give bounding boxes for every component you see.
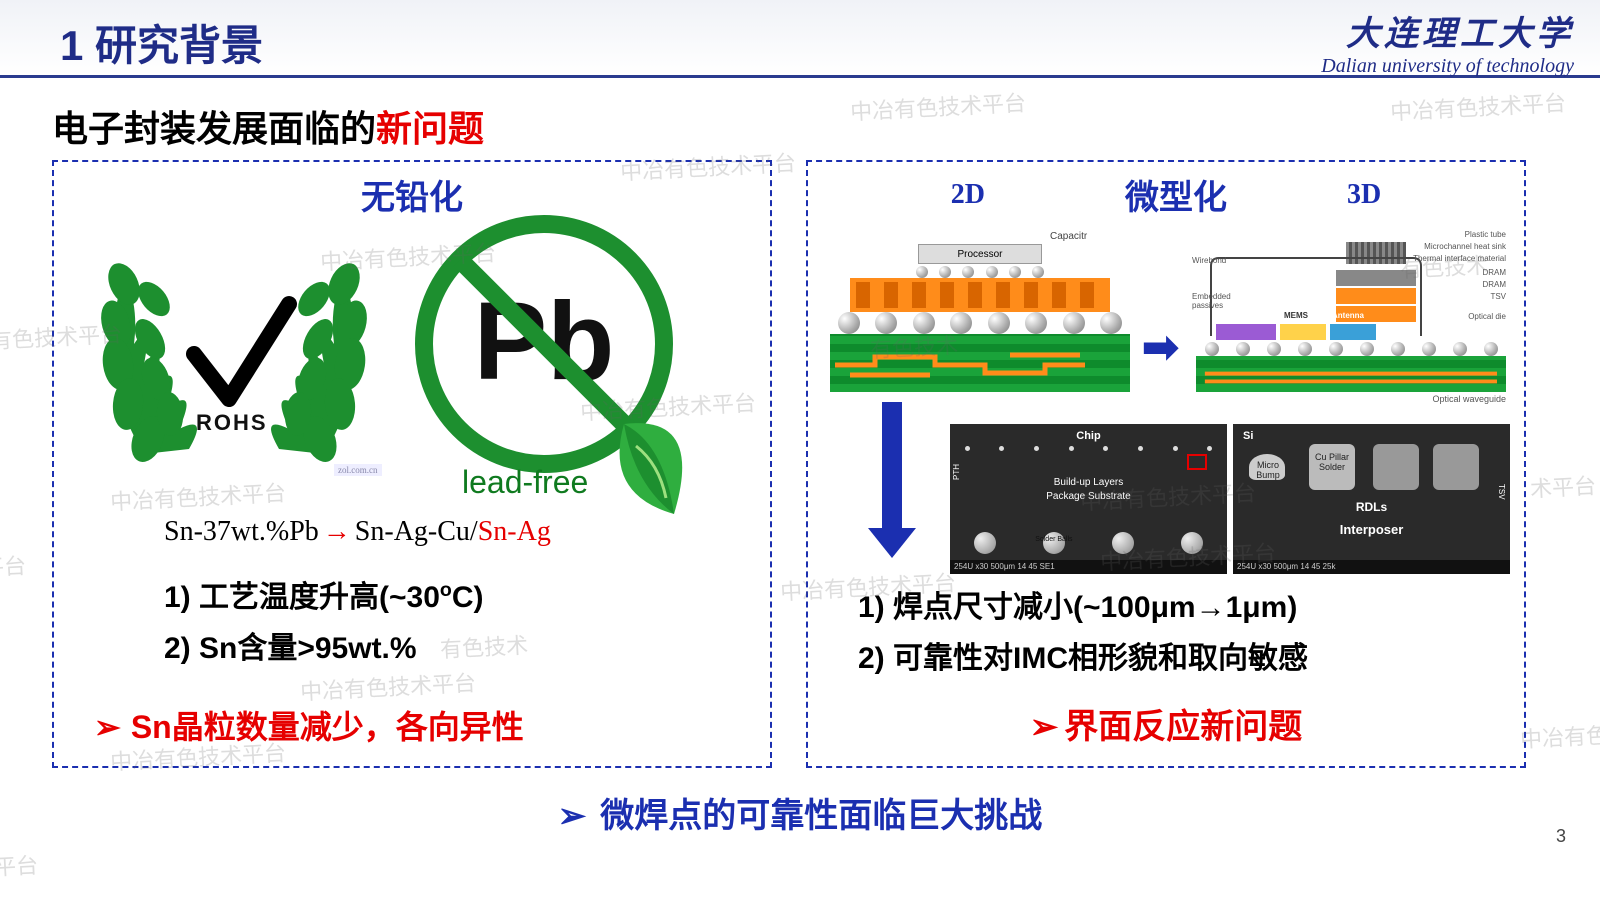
sem1-mid: Build-up Layers Package Substrate: [960, 476, 1217, 504]
page-number: 3: [1556, 826, 1566, 847]
sem2-microbump-lbl: Micro Bump: [1245, 460, 1291, 480]
sem2-interposer: Interposer: [1233, 522, 1510, 537]
formula-before: Sn-37wt.%Pb: [164, 516, 319, 547]
footer-text: 微焊点的可靠性面临巨大挑战: [600, 797, 1042, 835]
sem2-rdl: RDLs: [1233, 500, 1510, 514]
lbl-tim: Thermal interface material: [1413, 254, 1506, 263]
left-conclusion: ➢ Sn晶粒数量减少，各向异性: [94, 702, 524, 748]
university-name-en: Dalian university of technology: [1321, 55, 1574, 78]
sem2-si-label: Si: [1243, 430, 1520, 442]
watermark: 术平台: [0, 548, 27, 583]
sem2-tsv: TSV: [1497, 484, 1506, 500]
arrow-right-icon: ➡: [1142, 322, 1179, 373]
sem-image-1: Chip PTH Build-up Layers Package Substra…: [950, 424, 1227, 574]
sem1-highlight-box: [1187, 454, 1207, 470]
watermark: 中冶有色技术平台: [1389, 85, 1566, 126]
sem1-buildup: Build-up Layers: [960, 476, 1217, 490]
rohs-wreath-icon: [84, 214, 384, 494]
left-graphics: ROHS Pb lead-free zol.com.cn: [84, 214, 744, 514]
leadfree-label: lead-free: [462, 464, 588, 501]
footer-summary: ➢ 微焊点的可靠性面临巨大挑战: [0, 788, 1600, 837]
schematic-2d: Processor Capacitr: [830, 212, 1130, 392]
sem-image-2: Si Micro Bump Cu Pillar Solder TSV RDLs …: [1233, 424, 1510, 574]
right-conclusion: ➢界面反应新问题: [808, 699, 1524, 748]
left-bullets: 1) 工艺温度升高(~30oC) 2) Sn含量>95wt.%: [164, 572, 483, 674]
subtitle-prefix: 电子封装发展面临的: [52, 108, 376, 149]
left-bullet-2: 2) Sn含量>95wt.%: [164, 623, 483, 674]
sem1-ball-label: Solder Balls: [1034, 536, 1074, 543]
label-3d: 3D: [1347, 179, 1381, 211]
triangle-bullet-icon: ➢: [558, 797, 587, 835]
zol-credit: zol.com.cn: [334, 464, 382, 476]
pcb-layer: [830, 334, 1130, 392]
schematic-3d: Plastic tube Microchannel heat sink Ther…: [1196, 212, 1506, 392]
formula-arrow: →: [319, 516, 355, 547]
watermark: 术平台: [1529, 468, 1597, 503]
processor-chip: Processor: [918, 244, 1042, 264]
lbl-up: uP: [1224, 311, 1234, 320]
left-panel-leadfree: 无铅化: [52, 160, 772, 768]
lbl-wirebond: Wirebond: [1192, 256, 1226, 265]
triangle-bullet-icon: ➢: [94, 709, 121, 745]
watermark: 技术平台: [0, 848, 39, 885]
pcb-layer-3d: [1196, 356, 1506, 392]
right-bullets: 1) 焊点尺寸减小(~100μm→1μm) 2) 可靠性对IMC相形貌和取向敏感: [858, 582, 1308, 684]
sem2-scalebar: 254U x30 500μm 14 45 25k: [1233, 560, 1510, 574]
right-bullet-1: 1) 焊点尺寸减小(~100μm→1μm): [858, 582, 1308, 633]
capacitor-label: Capacitr: [1050, 231, 1087, 242]
sem2-cu-lbl: Cu Pillar Solder: [1309, 452, 1355, 472]
university-name-cn: 大连理工大学: [1321, 6, 1574, 55]
right-graphics: Processor Capacitr ➡: [830, 212, 1506, 572]
left-bullet-1-post: C): [452, 581, 484, 614]
formula-after-red: Sn-Ag: [478, 516, 551, 547]
right-bullet-2: 2) 可靠性对IMC相形貌和取向敏感: [858, 633, 1308, 684]
sem1-chip-label: Chip: [950, 430, 1227, 442]
lbl-mems: MEMS: [1284, 311, 1308, 320]
subtitle-highlight: 新问题: [376, 108, 484, 149]
right-conclusion-text: 界面反应新问题: [1064, 708, 1302, 746]
sem-images: Chip PTH Build-up Layers Package Substra…: [950, 424, 1510, 574]
left-bullet-1-pre: 1) 工艺温度升高(~30: [164, 581, 440, 614]
arrow-down-icon: [882, 402, 902, 532]
label-2d: 2D: [951, 179, 985, 211]
slide-subtitle: 电子封装发展面临的新问题: [52, 100, 484, 152]
lbl-ant: Antenna: [1332, 311, 1364, 320]
triangle-bullet-icon: ➢: [1030, 708, 1059, 746]
package-outline: [1206, 236, 1426, 346]
slide-header: 1 研究背景 大连理工大学 Dalian university of techn…: [0, 0, 1600, 78]
rohs-label: ROHS: [196, 410, 268, 436]
sem1-pkg-sub: Package Substrate: [960, 490, 1217, 504]
lbl-optical: Optical die: [1468, 312, 1506, 321]
left-bullet-1: 1) 工艺温度升高(~30oC): [164, 572, 483, 623]
lbl-sink: Microchannel heat sink: [1424, 242, 1506, 251]
lbl-dram2: DRAM: [1482, 280, 1506, 289]
bga-balls-row: [830, 312, 1130, 334]
university-block: 大连理工大学 Dalian university of technology: [1321, 6, 1574, 78]
lbl-embedded: Embedded passives: [1192, 292, 1242, 310]
watermark: 中冶有色技术平台: [849, 85, 1026, 126]
watermark: 中冶有色: [1519, 718, 1600, 755]
lbl-tsv: TSV: [1490, 292, 1506, 301]
formula-line: Sn-37wt.%Pb→Sn-Ag-Cu/Sn-Ag: [164, 516, 551, 548]
left-panel-title: 无铅化: [54, 170, 770, 219]
right-panel-miniaturization: 2D 微型化 3D Processor Capacitr ➡: [806, 160, 1526, 768]
left-conclusion-text: Sn晶粒数量减少，各向异性: [131, 709, 524, 745]
chip-substrate: [850, 278, 1110, 312]
flipchip-bumps: [910, 266, 1050, 278]
sem1-balls: Solder Balls: [950, 532, 1227, 554]
lbl-opt-wg: Optical waveguide: [1432, 394, 1506, 404]
lbl-dram1: DRAM: [1482, 268, 1506, 277]
formula-after-black: Sn-Ag-Cu/: [355, 516, 478, 547]
lbl-plastic: Plastic tube: [1465, 230, 1506, 239]
sem2-pillar3: [1433, 444, 1479, 490]
sem1-scalebar: 254U x30 500μm 14 45 SE1: [950, 560, 1227, 574]
left-bullet-1-sup: o: [440, 579, 452, 601]
sem2-pillar2: [1373, 444, 1419, 490]
